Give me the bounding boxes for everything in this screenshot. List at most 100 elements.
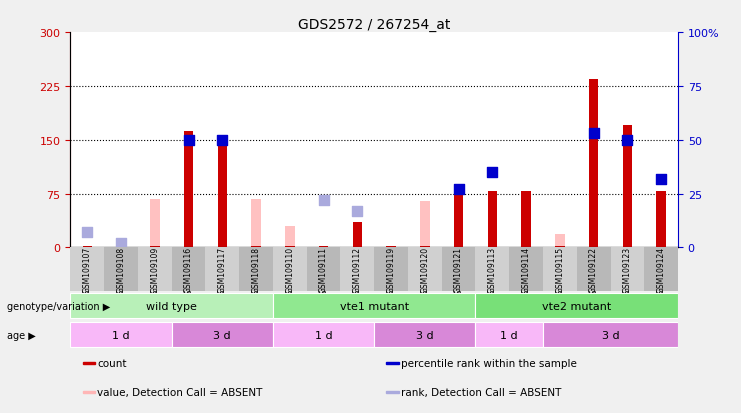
Point (588, 131, 599, 137)
Text: GSM109121: GSM109121 (454, 247, 463, 292)
Bar (576, 248, 611, 291)
Text: percentile rank within the sample: percentile rank within the sample (401, 358, 577, 368)
Text: GSM109110: GSM109110 (285, 247, 294, 292)
Bar (251, 199, 261, 248)
Bar (476, 322, 543, 348)
Text: 3 d: 3 d (602, 330, 619, 340)
Bar (386, 362, 399, 364)
Text: GSM109108: GSM109108 (116, 247, 125, 292)
Bar (285, 226, 294, 248)
Bar (205, 248, 239, 291)
Bar (374, 322, 476, 348)
Text: genotype/variation ▶: genotype/variation ▶ (7, 301, 110, 311)
Text: 1 d: 1 d (315, 330, 333, 340)
Bar (408, 248, 442, 291)
Text: 1 d: 1 d (112, 330, 130, 340)
Text: GSM109113: GSM109113 (488, 247, 497, 292)
Text: GSM109115: GSM109115 (555, 247, 565, 292)
Bar (319, 247, 328, 248)
Bar (70, 322, 172, 348)
Bar (454, 192, 463, 248)
Text: value, Detection Call = ABSENT: value, Detection Call = ABSENT (97, 387, 263, 397)
Point (655, 176, 667, 183)
Point (351, 208, 363, 215)
Text: 3 d: 3 d (416, 330, 433, 340)
Bar (488, 192, 497, 248)
Bar (150, 199, 159, 248)
Bar (589, 80, 598, 248)
Bar (374, 248, 408, 291)
Bar (273, 248, 307, 291)
Text: GSM109122: GSM109122 (589, 247, 598, 292)
Bar (644, 248, 678, 291)
Bar (340, 248, 374, 291)
Bar (70, 293, 273, 319)
Text: GSM109118: GSM109118 (251, 247, 261, 292)
Bar (116, 247, 126, 248)
Bar (522, 192, 531, 248)
Text: GSM109119: GSM109119 (387, 247, 396, 292)
Text: GSM109124: GSM109124 (657, 247, 665, 292)
Bar (285, 247, 294, 248)
Text: rank, Detection Call = ABSENT: rank, Detection Call = ABSENT (401, 387, 562, 397)
Bar (138, 248, 172, 291)
Text: count: count (97, 358, 127, 368)
Bar (353, 223, 362, 248)
Bar (522, 235, 531, 248)
Bar (172, 248, 205, 291)
Bar (184, 132, 193, 248)
Text: GSM109109: GSM109109 (150, 247, 159, 292)
Bar (70, 248, 104, 291)
Text: GSM109107: GSM109107 (83, 247, 92, 292)
Bar (273, 293, 476, 319)
Bar (657, 192, 666, 248)
Bar (104, 248, 138, 291)
Bar (420, 201, 430, 248)
Bar (239, 248, 273, 291)
Point (115, 240, 127, 247)
Bar (218, 135, 227, 248)
Bar (555, 235, 565, 248)
Text: vte2 mutant: vte2 mutant (542, 301, 611, 311)
Point (82, 230, 93, 236)
Text: GSM109114: GSM109114 (522, 247, 531, 292)
Bar (476, 248, 509, 291)
Bar (150, 247, 159, 248)
Bar (611, 248, 644, 291)
Bar (82, 247, 92, 248)
Point (216, 137, 228, 144)
Bar (622, 126, 632, 248)
Text: age ▶: age ▶ (7, 330, 36, 340)
Bar (172, 322, 273, 348)
Bar (251, 247, 261, 248)
Text: vte1 mutant: vte1 mutant (339, 301, 409, 311)
Bar (273, 322, 374, 348)
Bar (307, 248, 340, 291)
Point (453, 187, 465, 193)
Text: GSM109120: GSM109120 (420, 247, 429, 292)
Bar (386, 247, 396, 248)
Point (486, 169, 498, 176)
Text: wild type: wild type (146, 301, 197, 311)
Text: GSM109116: GSM109116 (184, 247, 193, 292)
Bar (82, 391, 96, 393)
Point (182, 137, 194, 144)
Text: GSM109111: GSM109111 (319, 247, 328, 292)
Bar (386, 391, 399, 393)
Bar (543, 322, 678, 348)
Text: 3 d: 3 d (213, 330, 231, 340)
Bar (82, 362, 96, 364)
Bar (442, 248, 476, 291)
Bar (476, 293, 678, 319)
Bar (543, 248, 576, 291)
Point (622, 137, 634, 144)
Text: GSM109117: GSM109117 (218, 247, 227, 292)
Bar (420, 247, 430, 248)
Text: 1 d: 1 d (500, 330, 518, 340)
Text: GSM109112: GSM109112 (353, 247, 362, 292)
Bar (555, 247, 565, 248)
Text: GSM109123: GSM109123 (623, 247, 632, 292)
Title: GDS2572 / 267254_at: GDS2572 / 267254_at (298, 18, 451, 32)
Point (318, 197, 330, 204)
Bar (509, 248, 543, 291)
